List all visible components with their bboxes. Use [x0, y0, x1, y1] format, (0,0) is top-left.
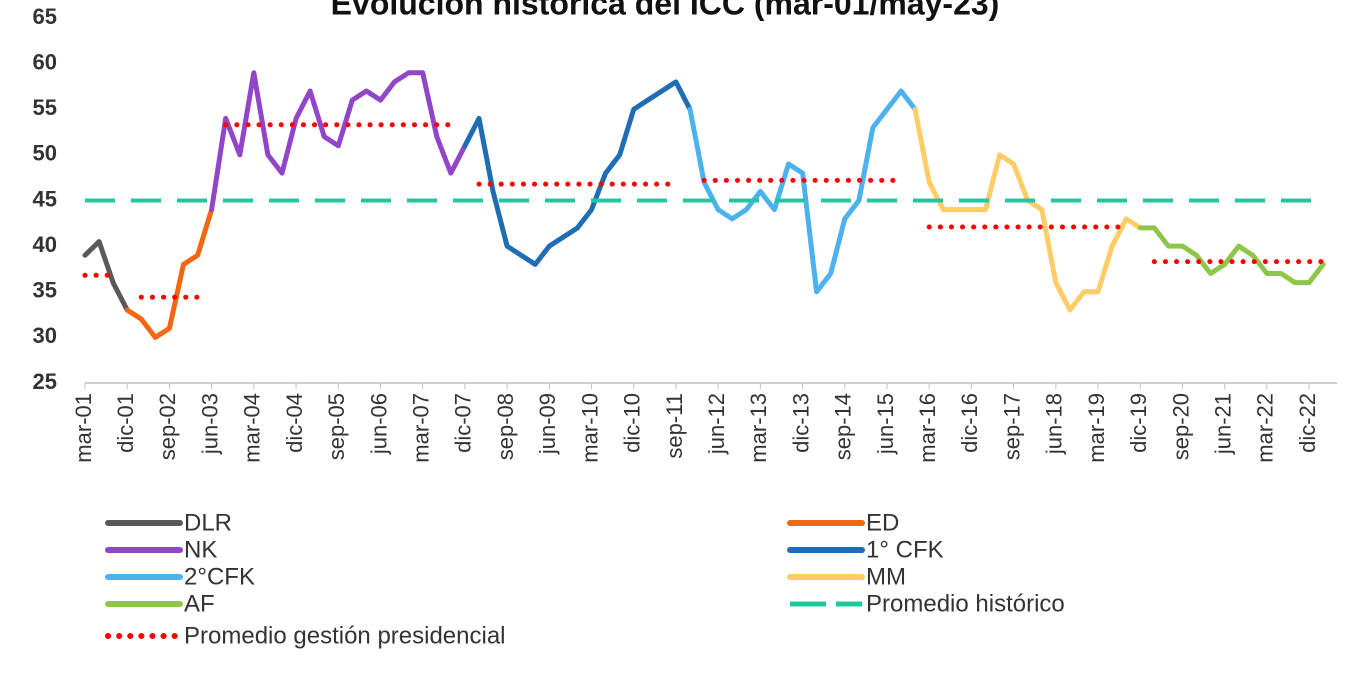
x-tick-label: mar-07 [408, 393, 433, 463]
x-tick-label: dic-13 [788, 393, 813, 453]
x-tick-label: dic-07 [451, 393, 476, 453]
x-tick-label: mar-13 [746, 393, 771, 463]
legend-label: NK [184, 536, 217, 563]
x-tick-label: mar-01 [71, 393, 96, 463]
x-tick-label: sep-17 [999, 393, 1024, 460]
series-line [462, 79, 693, 267]
legend-label: DLR [184, 509, 232, 536]
x-tick-label: mar-16 [915, 393, 940, 463]
series-line [687, 88, 918, 295]
x-tick-label: jun-15 [873, 393, 898, 455]
x-tick-label: mar-19 [1084, 393, 1109, 463]
x-tick-label: dic-19 [1126, 393, 1151, 453]
legend-label: 1° CFK [866, 536, 944, 563]
y-tick-label: 60 [33, 49, 57, 74]
x-tick-label: sep-05 [324, 393, 349, 460]
x-tick-label: jun-12 [704, 393, 729, 455]
x-tick-label: dic-16 [957, 393, 982, 453]
legend-label: Promedio gestión presidencial [184, 622, 506, 649]
legend-label: MM [866, 563, 906, 590]
y-tick-label: 55 [33, 95, 57, 120]
series-line [82, 122, 1326, 300]
series-line [912, 106, 1143, 313]
series-line [1137, 225, 1326, 286]
x-tick-label: dic-01 [113, 393, 138, 453]
x-tick-label: dic-22 [1295, 393, 1320, 453]
x-tick-label: mar-22 [1253, 393, 1278, 463]
y-tick-label: 30 [33, 323, 57, 348]
x-tick-label: mar-10 [577, 393, 602, 463]
x-tick-label: mar-04 [240, 393, 265, 463]
y-tick-label: 45 [33, 186, 57, 211]
y-tick-label: 65 [33, 4, 57, 29]
y-tick-label: 50 [33, 141, 57, 166]
y-tick-label: 35 [33, 278, 57, 303]
x-tick-label: jun-03 [197, 393, 222, 455]
legend-label: 2°CFK [184, 563, 255, 590]
series-line [124, 207, 215, 340]
chart-title: Evolución histórica del ICC (mar-01/may-… [331, 0, 1000, 21]
x-tick-label: dic-04 [282, 393, 307, 453]
series-line [82, 239, 130, 313]
x-tick-label: dic-10 [620, 393, 645, 453]
y-tick-label: 25 [33, 369, 57, 394]
x-tick-label: sep-08 [493, 393, 518, 460]
x-tick-label: sep-20 [1168, 393, 1193, 460]
x-tick-label: sep-11 [662, 393, 687, 459]
x-tick-label: jun-18 [1042, 393, 1067, 455]
legend-label: ED [866, 509, 899, 536]
y-tick-label: 40 [33, 232, 57, 257]
legend-label: AF [184, 590, 215, 617]
x-tick-label: sep-02 [155, 393, 180, 460]
legend-label: Promedio histórico [866, 590, 1065, 617]
x-tick-label: jun-06 [366, 393, 391, 455]
series-line [209, 70, 468, 213]
x-tick-label: sep-14 [831, 393, 856, 460]
x-tick-label: jun-09 [535, 393, 560, 455]
x-tick-label: jun-21 [1210, 393, 1235, 455]
